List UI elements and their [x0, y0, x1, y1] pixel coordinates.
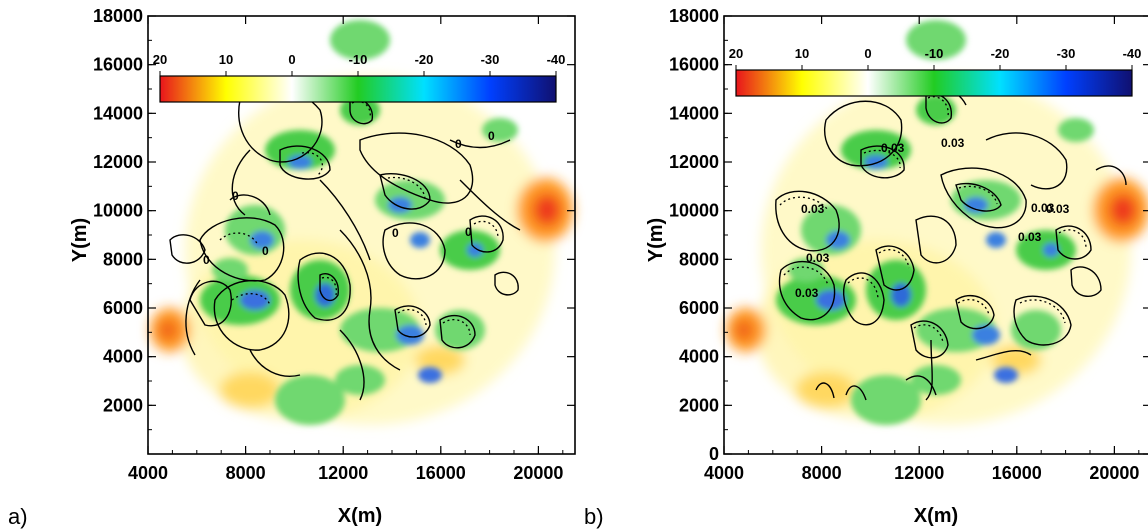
x-tick-label: 16000 — [416, 463, 466, 483]
y-tick-label: 16000 — [669, 55, 719, 75]
y-axis-label: Y(m) — [645, 218, 667, 262]
y-tick-label: 4000 — [103, 347, 143, 367]
colorbar — [159, 75, 557, 103]
contour-lines — [775, 84, 1127, 401]
x-axis-label: X(m) — [338, 505, 382, 527]
y-tick-label: 14000 — [93, 103, 143, 123]
contour-label: 0 — [488, 129, 495, 143]
y-tick-label: 2000 — [103, 395, 143, 415]
y-tick-label: 6000 — [679, 298, 719, 318]
colorbar-tick-label: 20 — [729, 46, 743, 61]
colorbar-tick-label: -40 — [547, 52, 566, 67]
y-tick-label: 2000 — [679, 395, 719, 415]
y-tick-label: 10000 — [93, 201, 143, 221]
y-tick-label: 10000 — [669, 201, 719, 221]
colorbar-tick-label: 0 — [864, 46, 871, 61]
colorbar-tick-label: -40 — [1123, 46, 1142, 61]
x-tick-label: 16000 — [992, 463, 1042, 483]
y-tick-label: 8000 — [103, 249, 143, 269]
panel-a-axes: 4000 8000 12000 16000 2000020004000600080001… — [8, 6, 576, 529]
colorbar-tick-label: -30 — [481, 52, 500, 67]
colorbar-tick-label: -30 — [1057, 46, 1076, 61]
contour-label: 0 — [465, 225, 472, 239]
contour-label: 0 — [203, 253, 210, 267]
y-tick-label: 0 — [709, 444, 719, 464]
contour-label: 0.03 — [801, 202, 825, 216]
colorbar-tick-label: 20 — [153, 52, 167, 67]
contour-label: 0.03 — [806, 251, 830, 265]
y-tick-label: 18000 — [93, 6, 143, 26]
contour-hachures — [779, 96, 1087, 344]
panel-b — [726, 20, 1148, 425]
y-tick-label: 4000 — [679, 347, 719, 367]
colorbar-tick-label: 10 — [219, 52, 233, 67]
colorbar-tick-label: -20 — [415, 52, 434, 67]
x-tick-label: 8000 — [226, 463, 266, 483]
panel-a — [150, 20, 573, 425]
contour-label: 0.03 — [1018, 230, 1042, 244]
contour-label: 0.03 — [881, 141, 905, 155]
panel-label: a) — [8, 504, 28, 529]
x-tick-label: 4000 — [704, 463, 744, 483]
panel-label: b) — [584, 504, 604, 529]
x-tick-label: 20000 — [513, 463, 563, 483]
y-tick-label: 18000 — [669, 6, 719, 26]
x-tick-label: 12000 — [318, 463, 368, 483]
contour-label: 0.03 — [1031, 201, 1055, 215]
y-tick-label: 6000 — [103, 298, 143, 318]
contour-label: 0.03 — [795, 286, 819, 300]
y-tick-label: 16000 — [93, 55, 143, 75]
y-tick-label: 12000 — [669, 152, 719, 172]
colorbar — [735, 69, 1133, 97]
x-tick-label: 8000 — [802, 463, 842, 483]
contour-hachures — [219, 100, 499, 336]
y-tick-label: 14000 — [669, 103, 719, 123]
contour-label: 0.03 — [941, 136, 965, 150]
colorbar-tick-label: -10 — [349, 52, 368, 67]
y-axis-label: Y(m) — [69, 218, 91, 262]
x-tick-label: 4000 — [128, 463, 168, 483]
x-tick-label: 20000 — [1089, 463, 1139, 483]
colorbar-tick-label: 0 — [288, 52, 295, 67]
colorbar-tick-label: -10 — [925, 46, 944, 61]
y-tick-label: 12000 — [93, 152, 143, 172]
colorbar-tick-label: 10 — [795, 46, 809, 61]
panel-b-axes: 4000 8000 12000 16000 20000 0 2000 4000 6000 8000… — [584, 6, 1148, 529]
contour-label: 0 — [455, 137, 462, 151]
contour-label: 0.03 — [1046, 202, 1070, 216]
heatmap-field — [150, 20, 573, 425]
y-tick-label: 8000 — [679, 249, 719, 269]
heatmap-field — [726, 20, 1148, 425]
x-axis-label: X(m) — [914, 505, 958, 527]
contour-label: 0 — [232, 189, 239, 203]
x-tick-label: 12000 — [894, 463, 944, 483]
contour-label: 0 — [262, 244, 269, 258]
contour-lines — [169, 87, 521, 401]
colorbar-tick-label: -20 — [991, 46, 1010, 61]
contour-label: 0 — [392, 226, 399, 240]
